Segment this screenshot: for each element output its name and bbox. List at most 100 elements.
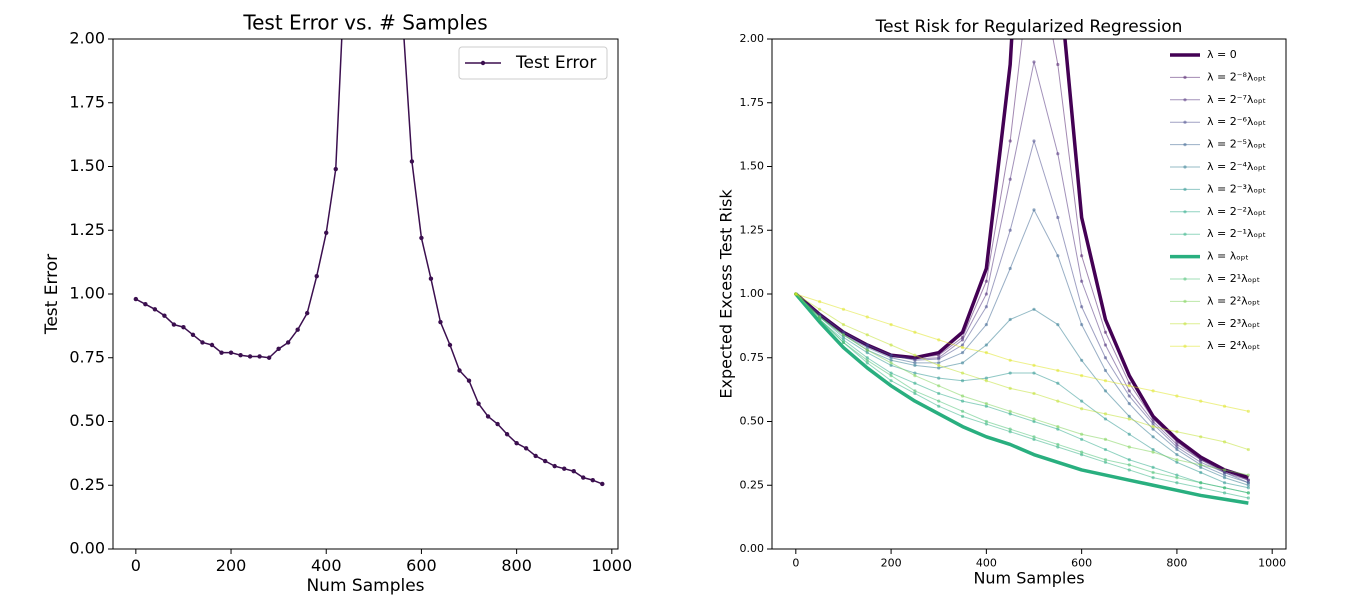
- series-marker: [937, 384, 941, 388]
- series-marker: [1032, 363, 1036, 367]
- series-marker: [1080, 437, 1084, 441]
- series-marker: [889, 371, 893, 375]
- series-marker: [1199, 481, 1203, 485]
- series-marker: [794, 292, 798, 296]
- series-marker: [1222, 404, 1227, 408]
- series-marker: [590, 477, 595, 483]
- series-marker: [1056, 445, 1060, 449]
- series-marker: [1103, 458, 1108, 462]
- series-marker: [209, 342, 215, 348]
- series-line: [795, 293, 1249, 451]
- series-marker: [1008, 266, 1012, 271]
- series-marker: [333, 166, 338, 172]
- series-marker: [533, 453, 538, 459]
- series-marker: [1222, 476, 1227, 480]
- series-marker: [841, 340, 846, 345]
- series-marker: [247, 354, 253, 359]
- x-tick-label: 0: [131, 556, 141, 575]
- series-marker: [984, 376, 988, 380]
- series-marker: [1008, 358, 1012, 362]
- series-marker: [1103, 379, 1108, 383]
- y-axis-label: Test Error: [42, 254, 62, 335]
- series-marker: [1175, 473, 1179, 477]
- series-marker: [1080, 453, 1084, 457]
- series-marker: [937, 361, 941, 365]
- series-marker: [1056, 254, 1060, 258]
- series-marker: [889, 323, 893, 327]
- series-marker: [1246, 496, 1250, 500]
- series-marker: [865, 343, 869, 347]
- series-marker: [409, 159, 415, 164]
- series-line: [795, 293, 1249, 494]
- series-line: [795, 293, 1249, 486]
- series-marker: [1103, 437, 1108, 441]
- subplot: Test Risk for Regularized Regression Num …: [717, 17, 1287, 588]
- series-marker: [1032, 208, 1036, 212]
- series-marker: [1151, 465, 1155, 469]
- y-tick-label: 1.25: [740, 223, 765, 236]
- series-marker: [937, 391, 941, 396]
- legend-marker: [1183, 232, 1187, 236]
- series-marker: [1151, 422, 1155, 426]
- series-marker: [937, 366, 941, 370]
- series-marker: [1175, 460, 1179, 464]
- y-tick-label: 0.25: [740, 478, 765, 491]
- series-marker: [238, 353, 243, 358]
- series-marker: [818, 312, 822, 316]
- series-marker: [1032, 307, 1036, 311]
- series-marker: [1151, 447, 1155, 452]
- series-marker: [1008, 427, 1012, 431]
- series-marker: [1032, 139, 1036, 143]
- series-marker: [913, 363, 917, 367]
- legend-marker: [1183, 299, 1187, 303]
- series-marker: [1246, 478, 1250, 482]
- series-marker: [984, 279, 988, 283]
- series-marker: [1127, 432, 1131, 436]
- series-marker: [1151, 476, 1155, 480]
- series-marker: [485, 414, 491, 419]
- series-marker: [1103, 412, 1108, 416]
- legend-label: λ = 2⁻⁴λₒₚₜ: [1207, 160, 1266, 173]
- series-marker: [152, 307, 158, 312]
- legend-label: λ = 2⁻²λₒₚₜ: [1207, 205, 1266, 218]
- series-marker: [1056, 381, 1060, 385]
- series-marker: [960, 399, 965, 403]
- legend-marker: [1183, 322, 1187, 326]
- series-marker: [841, 307, 846, 311]
- series-marker: [1032, 435, 1036, 439]
- series-marker: [984, 402, 988, 406]
- legend: λ = 0 λ = 2⁻⁸λₒₚₜ λ = 2⁻⁷λₒₚₜ λ = 2⁻⁶λₒₚₜ λ …: [1170, 48, 1266, 352]
- series-marker: [984, 343, 988, 347]
- legend-marker: [480, 60, 486, 66]
- series-marker: [984, 323, 988, 327]
- y-tick-label: 0.00: [69, 539, 105, 558]
- series-marker: [960, 414, 965, 418]
- series-marker: [865, 348, 869, 352]
- series-marker: [1056, 323, 1060, 327]
- series-marker: [1175, 430, 1179, 434]
- series-marker: [1056, 425, 1060, 429]
- y-tick-label: 0.75: [740, 351, 765, 364]
- legend-label: λ = 2⁻⁶λₒₚₜ: [1207, 115, 1266, 128]
- series-marker: [1008, 386, 1012, 390]
- x-tick-label: 0: [792, 557, 799, 570]
- legend-label: λ = 2¹λₒₚₜ: [1207, 272, 1260, 285]
- series-marker: [1199, 486, 1203, 490]
- series-marker: [937, 357, 941, 361]
- series-marker: [889, 361, 893, 365]
- y-tick-label: 0.50: [740, 415, 765, 428]
- series-marker: [984, 351, 988, 355]
- series-marker: [1151, 425, 1155, 429]
- series-marker: [913, 374, 917, 378]
- series-marker: [1175, 445, 1179, 449]
- series-marker: [257, 354, 262, 359]
- series-marker: [984, 292, 988, 296]
- series-marker: [889, 356, 893, 360]
- legend-label: λ = 2⁻¹λₒₚₜ: [1207, 227, 1266, 240]
- series-marker: [1103, 447, 1108, 452]
- series-marker: [960, 338, 965, 342]
- series-marker: [1127, 414, 1131, 418]
- series-marker: [1056, 62, 1060, 67]
- series-marker: [1175, 442, 1179, 447]
- series-marker: [1151, 389, 1155, 393]
